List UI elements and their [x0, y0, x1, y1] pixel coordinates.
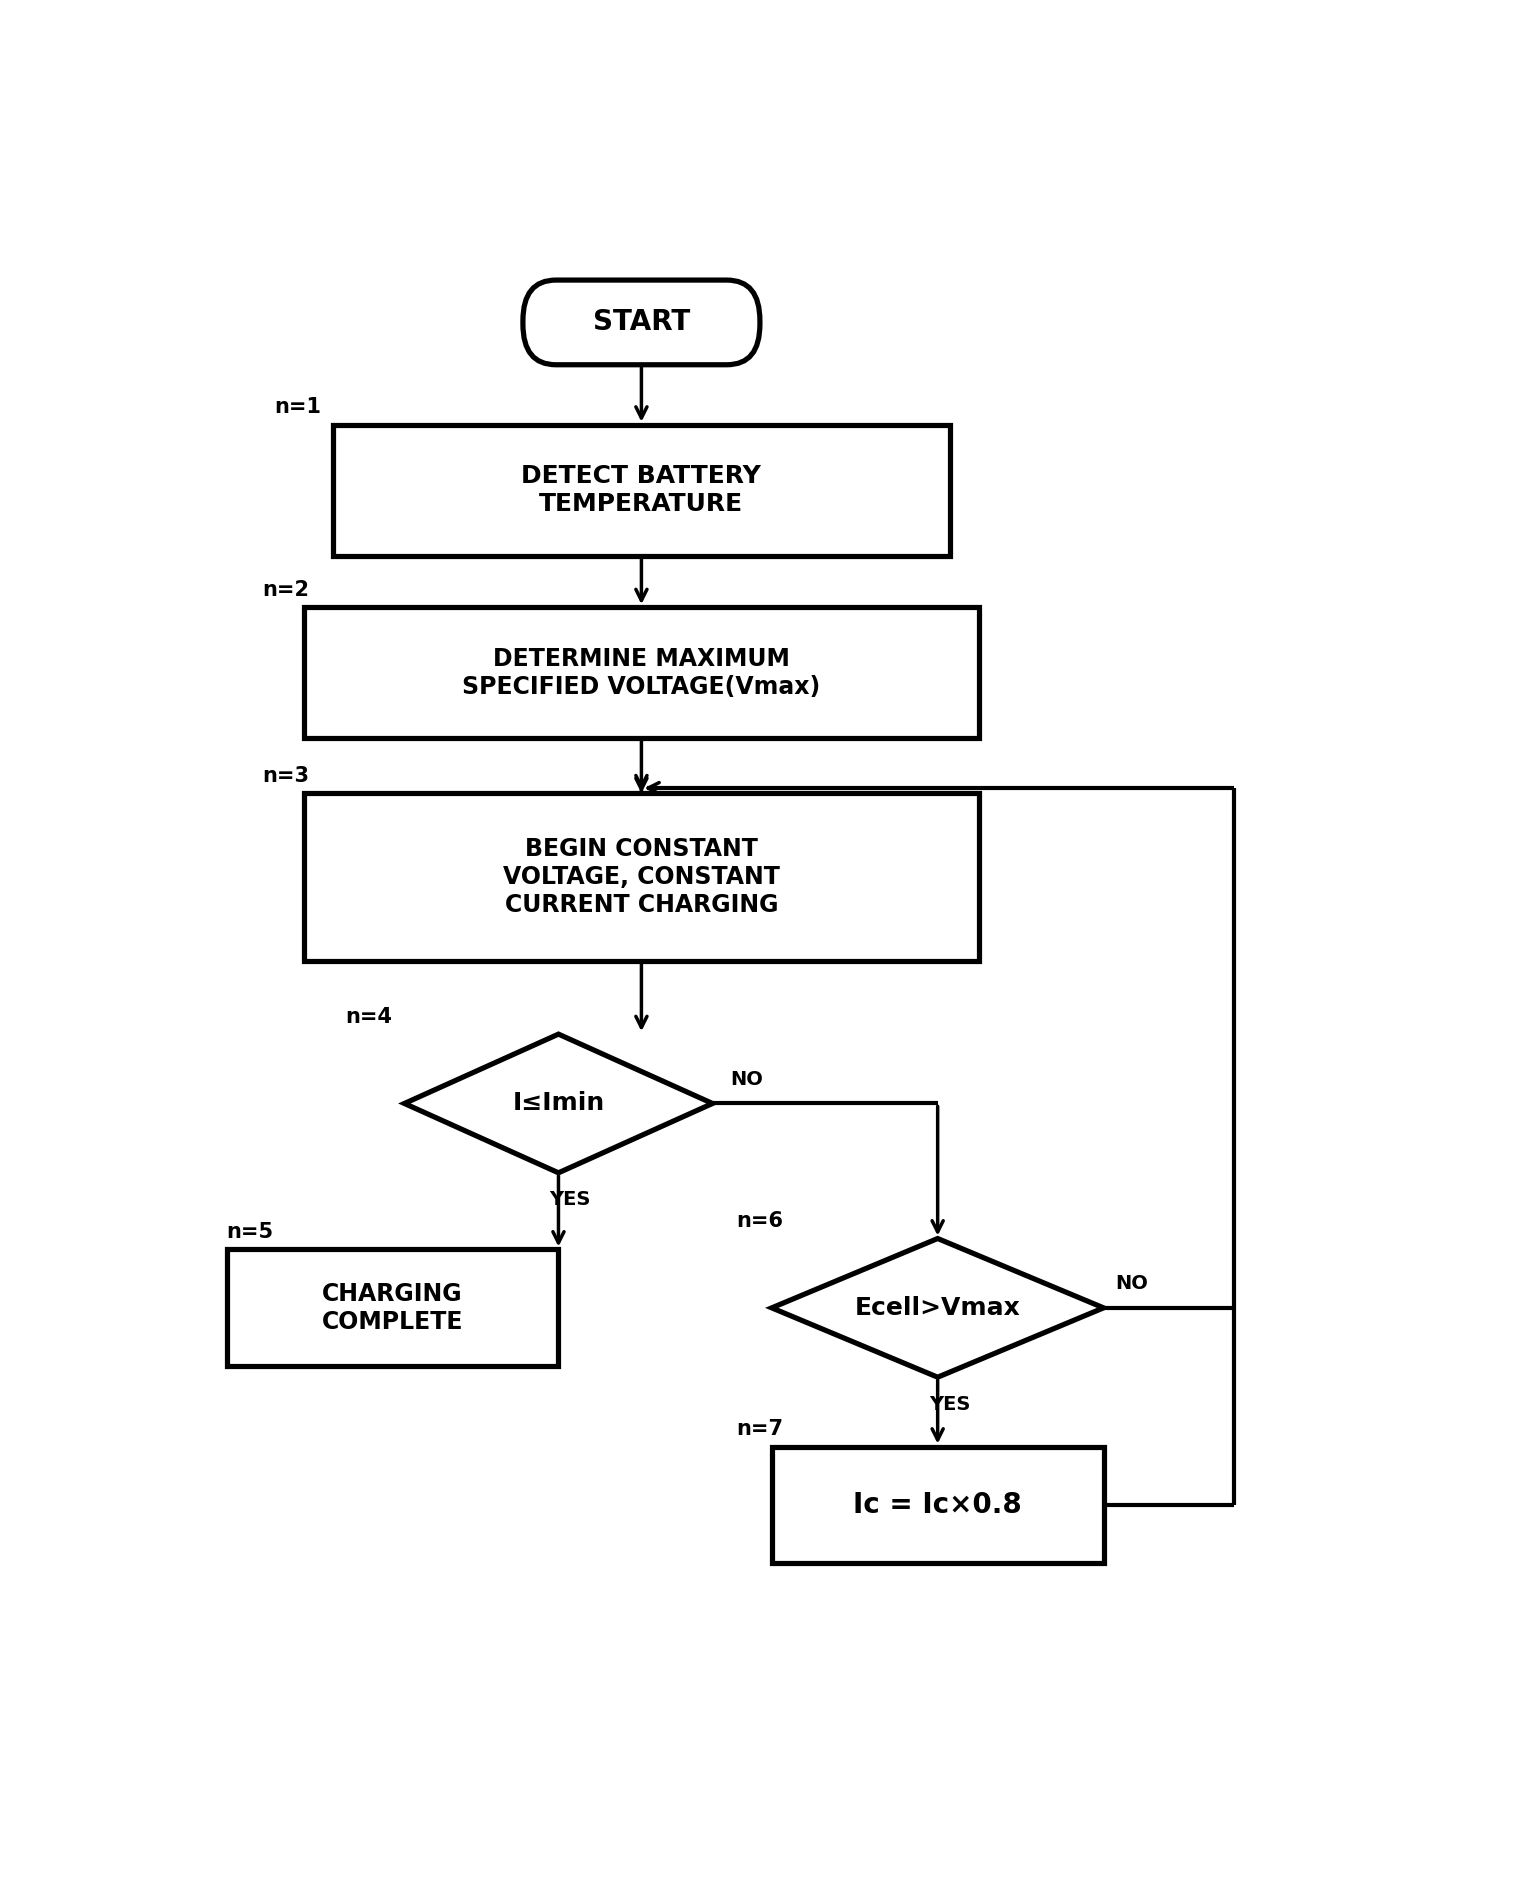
Text: BEGIN CONSTANT
VOLTAGE, CONSTANT
CURRENT CHARGING: BEGIN CONSTANT VOLTAGE, CONSTANT CURRENT… — [503, 838, 780, 918]
Polygon shape — [772, 1238, 1104, 1376]
Bar — [304, 793, 979, 961]
Text: NO: NO — [731, 1069, 763, 1088]
Text: n=4: n=4 — [346, 1007, 391, 1028]
Text: YES: YES — [928, 1395, 971, 1414]
Text: CHARGING
COMPLETE: CHARGING COMPLETE — [321, 1282, 463, 1333]
Text: I≤Imin: I≤Imin — [512, 1092, 604, 1115]
Text: n=1: n=1 — [274, 398, 321, 417]
Text: n=6: n=6 — [737, 1212, 783, 1231]
FancyBboxPatch shape — [523, 281, 760, 364]
Polygon shape — [404, 1033, 713, 1174]
Text: DETECT BATTERY
TEMPERATURE: DETECT BATTERY TEMPERATURE — [521, 465, 761, 516]
Text: START: START — [593, 309, 690, 336]
Text: Ecell>Vmax: Ecell>Vmax — [855, 1295, 1020, 1320]
Text: DETERMINE MAXIMUM
SPECIFIED VOLTAGE(Vmax): DETERMINE MAXIMUM SPECIFIED VOLTAGE(Vmax… — [462, 647, 821, 700]
Text: n=5: n=5 — [226, 1223, 274, 1242]
Text: n=7: n=7 — [737, 1420, 783, 1439]
Text: YES: YES — [549, 1191, 592, 1210]
Text: Ic = Ic×0.8: Ic = Ic×0.8 — [853, 1490, 1021, 1519]
Text: n=3: n=3 — [263, 766, 309, 787]
Bar — [226, 1249, 558, 1367]
Text: NO: NO — [1116, 1274, 1148, 1293]
Bar — [333, 425, 950, 556]
Text: n=2: n=2 — [263, 580, 309, 599]
Bar — [304, 607, 979, 739]
Bar — [772, 1447, 1104, 1564]
